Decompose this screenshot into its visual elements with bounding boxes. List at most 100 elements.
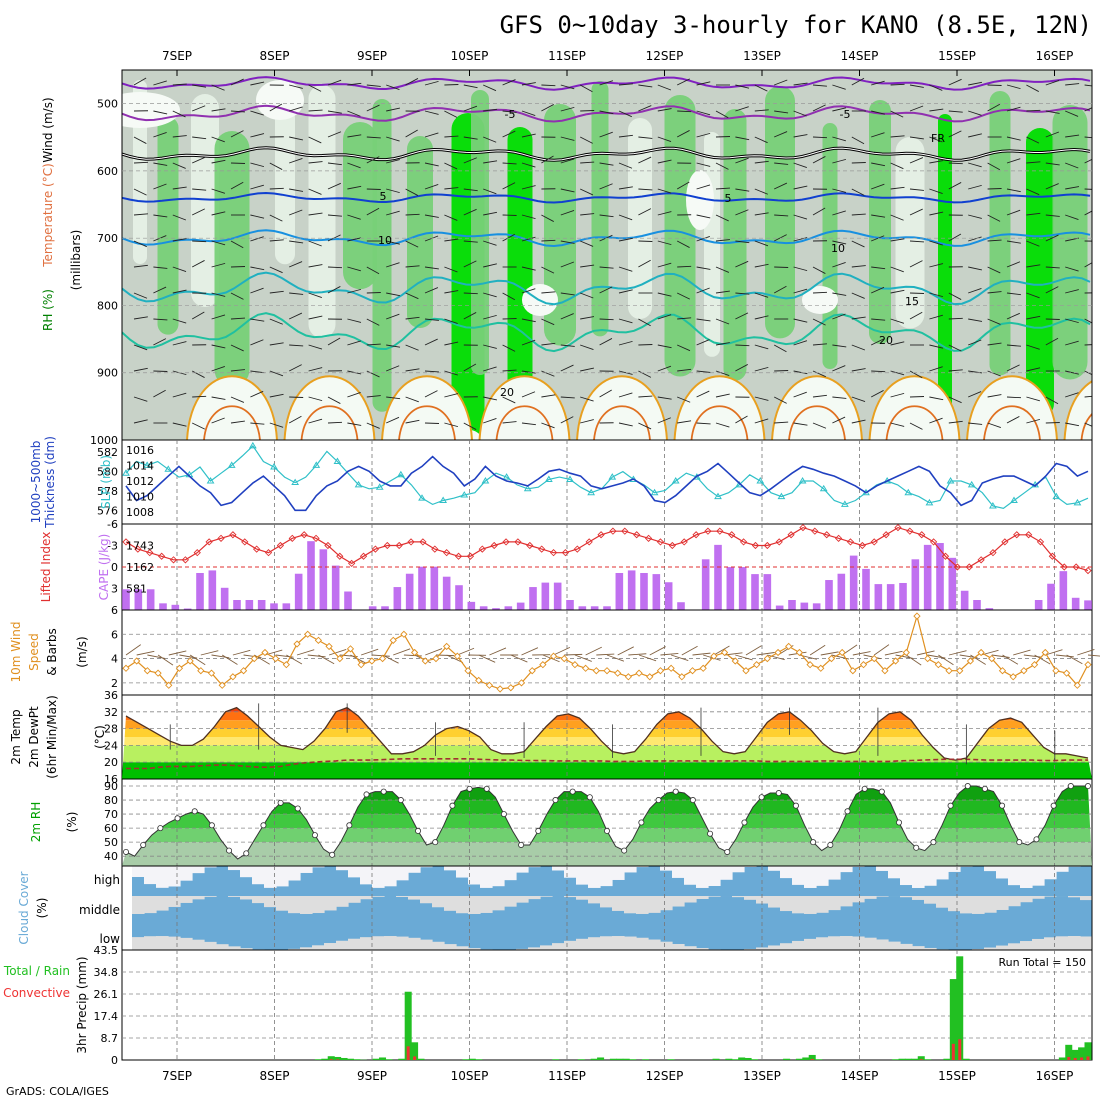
wind-barb [386, 416, 400, 424]
cloud-low-gap [1080, 936, 1093, 950]
wind-barb [968, 184, 982, 190]
slp-marker [544, 475, 553, 482]
credit-label: GrADS: COLA/IGES [6, 1085, 109, 1098]
wind-barb [754, 263, 769, 268]
wind-barb [1065, 289, 1079, 294]
cloud-middle-gap [528, 896, 541, 900]
wind-barb [968, 110, 982, 116]
temp-band [122, 745, 1092, 763]
cloud-middle-gap [180, 896, 193, 903]
wind-speed-marker [197, 667, 205, 675]
wind-barb [696, 132, 711, 138]
wind-barb [483, 366, 497, 372]
rh-column [507, 127, 533, 440]
pressure-tick-label: 800 [97, 299, 118, 312]
pressure-tick-label: 1000 [90, 434, 118, 447]
precip-bar [597, 1057, 605, 1060]
wind-barb [327, 266, 343, 269]
wind-barb [599, 110, 614, 115]
wind-barb [424, 370, 439, 373]
wind-barb [657, 396, 672, 400]
cape-bar [331, 565, 340, 610]
panel-axis-label: Speed [27, 633, 41, 671]
cloud-high-gap [516, 866, 529, 873]
wind-barb [1026, 418, 1041, 424]
wind-barb-10m [478, 654, 496, 663]
wind-barb [968, 236, 982, 242]
temperature-contour-25 [771, 375, 863, 440]
wind-barb [560, 416, 574, 424]
cloud-middle-gap [312, 896, 325, 914]
wind-barb [521, 162, 536, 168]
slp-line [125, 444, 1089, 509]
wind-barb [890, 186, 905, 190]
precip-bar [962, 1058, 970, 1060]
wind-barb [250, 236, 264, 242]
lifted-index-marker [609, 527, 617, 535]
rh-marker [775, 790, 782, 797]
cloud-high-gap [912, 866, 925, 888]
wind-barb-10m [1023, 654, 1042, 658]
wind-barb [599, 131, 613, 138]
wind-tick: 6 [111, 628, 118, 641]
precip-bar [744, 1057, 752, 1060]
cloud-middle-gap [576, 896, 589, 900]
cape-bar [430, 566, 439, 610]
wind-barb [929, 188, 943, 194]
cloud-middle-gap [924, 896, 937, 904]
wind-speed-marker [753, 661, 761, 669]
wind-barb [773, 285, 787, 294]
wind-barb [191, 370, 205, 378]
wind-barb [1006, 344, 1021, 347]
slp-marker [291, 478, 300, 486]
cloud-low-gap [192, 939, 205, 950]
slp-marker [587, 488, 596, 496]
wind-barb [444, 393, 459, 398]
date-label-top: 11SEP [548, 49, 586, 63]
cloud-middle-gap [300, 896, 313, 914]
cloud-high-gap [408, 866, 421, 873]
precip-bar [372, 1058, 380, 1060]
lifted-index-marker [526, 541, 534, 550]
wind-barb [444, 290, 459, 294]
precip-bar [590, 1058, 598, 1060]
wind-speed-marker [496, 685, 504, 693]
wind-speed-marker [667, 664, 675, 672]
wind-barb [211, 159, 226, 164]
wind-barb [289, 312, 303, 320]
wind-barb [308, 344, 323, 350]
wind-barb [211, 188, 226, 194]
wind-barb [502, 130, 516, 138]
cloud-high-gap [576, 866, 589, 885]
wind-speed-marker [1073, 681, 1081, 689]
wind-barb [424, 318, 439, 321]
wind-barb [211, 417, 225, 424]
wind-barb [560, 364, 574, 372]
wind-barb [424, 266, 439, 270]
panel-axis-label: 3hr Precip (mm) [75, 956, 89, 1053]
wind-barb [192, 395, 207, 398]
cloud-high-gap [276, 866, 289, 887]
lifted-index-tick: 3 [111, 583, 118, 596]
cloud-high-gap [360, 866, 373, 885]
rh-marker [621, 847, 628, 854]
cloud-high-gap [888, 866, 901, 879]
cloud-high-gap [240, 866, 253, 878]
cloud-middle-gap [324, 896, 337, 911]
cape-bar [1059, 571, 1068, 610]
precip-bar [353, 1059, 361, 1060]
slp-marker [840, 500, 849, 507]
wind-speed-marker [742, 667, 750, 675]
wind-barb [754, 109, 769, 112]
precip-bar [808, 1054, 816, 1060]
precip-tick: 8.7 [101, 1032, 119, 1045]
slp-marker [460, 491, 469, 498]
wind-speed-marker [1084, 661, 1092, 669]
cloud-middle-gap [852, 896, 865, 903]
slp-marker [206, 477, 215, 484]
rh-marker [741, 819, 748, 826]
wind-barb [909, 422, 923, 430]
wind-barb [211, 344, 226, 349]
wind-barb [191, 311, 205, 320]
wind-barb [948, 78, 962, 86]
